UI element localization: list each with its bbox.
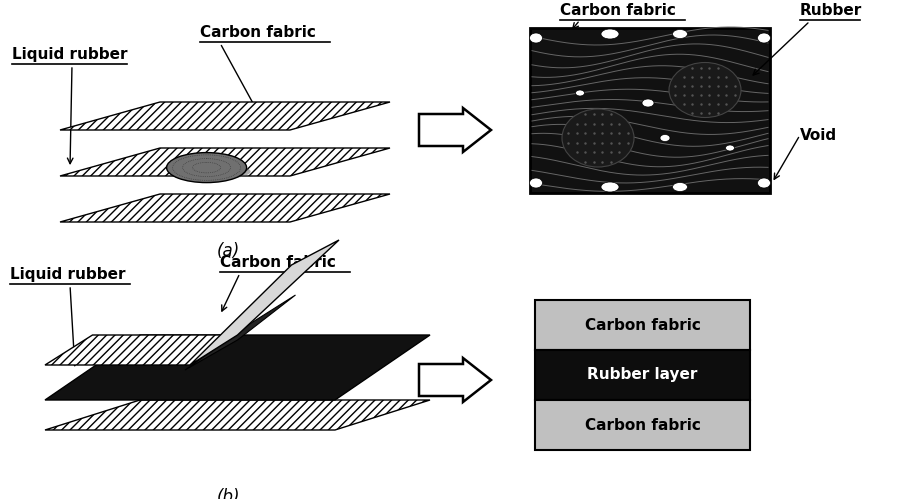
Text: Liquid rubber: Liquid rubber bbox=[12, 47, 128, 62]
Text: Carbon fabric: Carbon fabric bbox=[584, 418, 700, 433]
Polygon shape bbox=[45, 335, 237, 365]
Ellipse shape bbox=[641, 99, 653, 107]
Text: (b): (b) bbox=[216, 488, 240, 499]
Ellipse shape bbox=[575, 90, 584, 96]
Ellipse shape bbox=[669, 62, 740, 117]
Text: Liquid rubber: Liquid rubber bbox=[10, 267, 126, 282]
Bar bbox=[535, 350, 749, 400]
Ellipse shape bbox=[529, 33, 542, 43]
Polygon shape bbox=[418, 108, 490, 152]
Bar bbox=[535, 400, 749, 450]
Text: Carbon fabric: Carbon fabric bbox=[220, 255, 335, 270]
Polygon shape bbox=[45, 400, 429, 430]
Text: Rubber: Rubber bbox=[799, 3, 861, 18]
Text: Carbon fabric: Carbon fabric bbox=[584, 317, 700, 332]
Text: Carbon fabric: Carbon fabric bbox=[559, 3, 675, 18]
Ellipse shape bbox=[600, 182, 619, 192]
Ellipse shape bbox=[757, 178, 770, 188]
Polygon shape bbox=[60, 102, 390, 130]
Bar bbox=[535, 300, 749, 350]
Ellipse shape bbox=[725, 145, 733, 151]
Text: (a): (a) bbox=[216, 242, 240, 260]
Ellipse shape bbox=[600, 29, 619, 39]
Polygon shape bbox=[60, 148, 390, 176]
Text: Carbon fabric: Carbon fabric bbox=[200, 25, 315, 40]
Ellipse shape bbox=[671, 183, 687, 192]
Ellipse shape bbox=[170, 163, 251, 180]
Ellipse shape bbox=[660, 135, 670, 142]
Text: Rubber layer: Rubber layer bbox=[587, 367, 697, 383]
Polygon shape bbox=[189, 240, 339, 365]
Polygon shape bbox=[185, 295, 295, 370]
Ellipse shape bbox=[529, 178, 542, 188]
Ellipse shape bbox=[757, 33, 770, 43]
Polygon shape bbox=[45, 335, 429, 400]
Polygon shape bbox=[60, 194, 390, 222]
Ellipse shape bbox=[167, 153, 246, 183]
Bar bbox=[529, 28, 769, 193]
Polygon shape bbox=[418, 358, 490, 402]
Ellipse shape bbox=[671, 29, 687, 38]
Text: Void: Void bbox=[799, 128, 836, 143]
Ellipse shape bbox=[561, 109, 633, 167]
